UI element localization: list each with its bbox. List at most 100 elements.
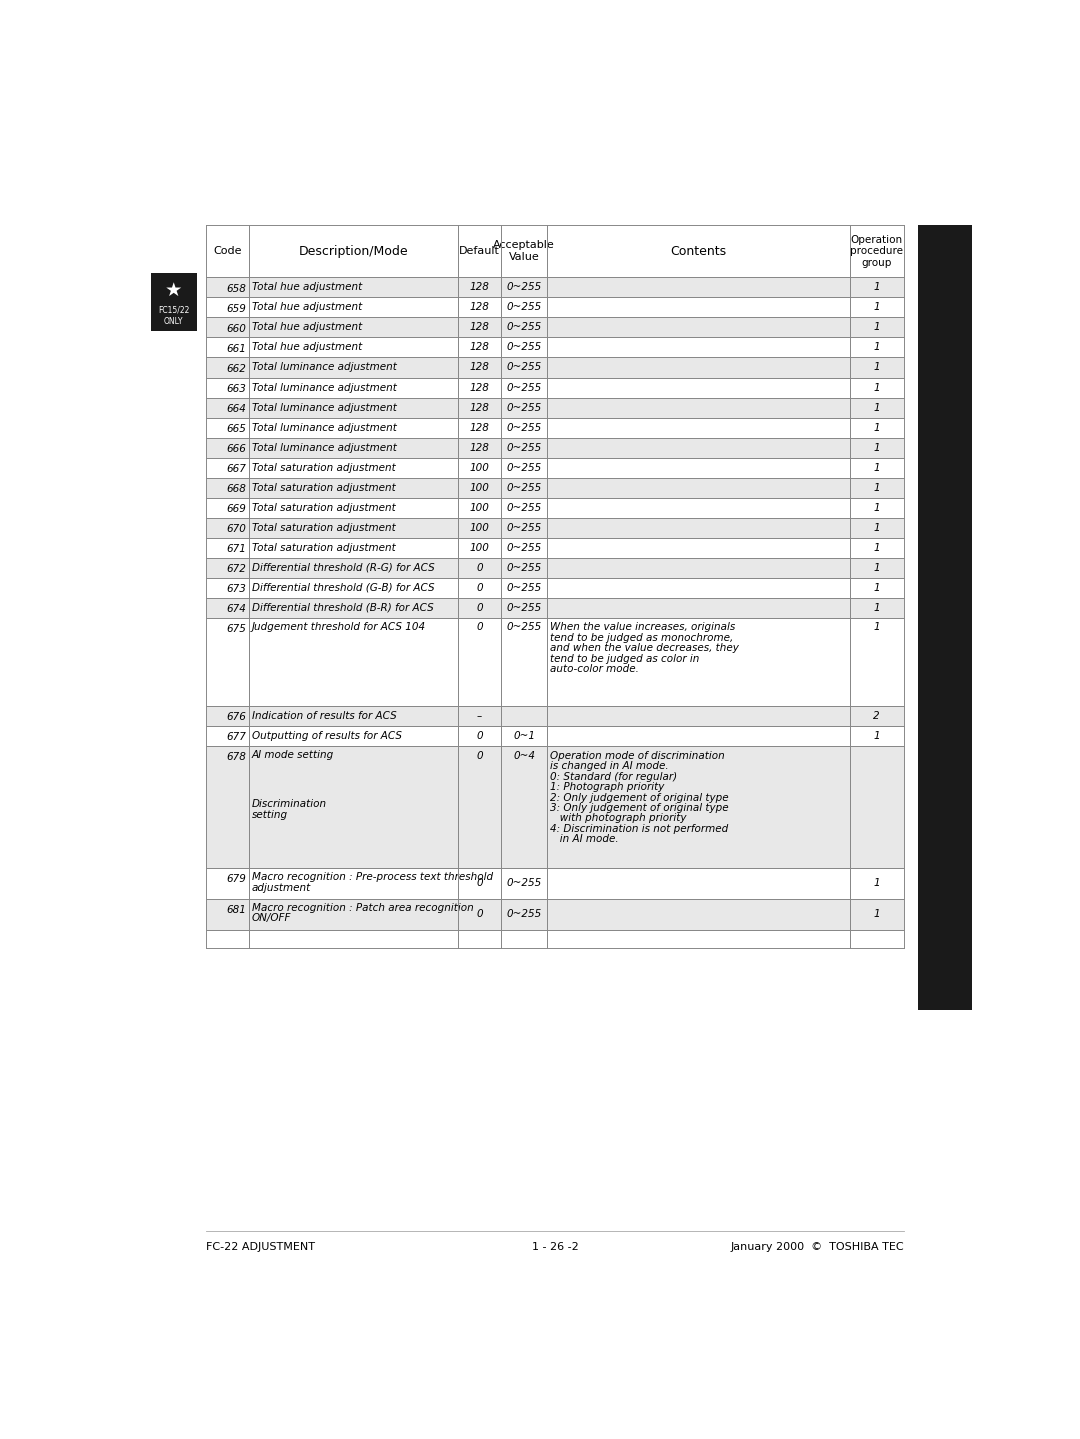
Text: Total luminance adjustment: Total luminance adjustment: [252, 403, 397, 413]
Text: 0: 0: [476, 878, 483, 888]
Text: Total saturation adjustment: Total saturation adjustment: [252, 502, 395, 512]
Text: –: –: [477, 711, 482, 721]
Text: 681: 681: [226, 905, 246, 915]
Text: 0~255: 0~255: [507, 878, 542, 888]
Text: 0~1: 0~1: [513, 731, 535, 741]
Text: 677: 677: [226, 732, 246, 743]
Text: 0~255: 0~255: [507, 462, 542, 472]
Text: 128: 128: [470, 423, 489, 433]
Text: 0~255: 0~255: [507, 603, 542, 613]
Bar: [206, 707, 904, 727]
Text: Contents: Contents: [671, 245, 727, 258]
Text: FC-22 ADJUSTMENT: FC-22 ADJUSTMENT: [206, 1242, 315, 1252]
Bar: [206, 478, 904, 498]
Text: 0~255: 0~255: [507, 383, 542, 393]
Text: Outputting of results for ACS: Outputting of results for ACS: [252, 731, 402, 741]
Text: Total hue adjustment: Total hue adjustment: [252, 342, 362, 353]
Text: Indication of results for ACS: Indication of results for ACS: [252, 711, 396, 721]
Text: 0: Standard (for regular): 0: Standard (for regular): [551, 771, 677, 781]
Bar: [206, 417, 904, 437]
Bar: [918, 224, 972, 1010]
Text: Total saturation adjustment: Total saturation adjustment: [252, 522, 395, 532]
Text: 0~255: 0~255: [507, 302, 542, 312]
Text: 660: 660: [226, 324, 246, 334]
Text: 1: 1: [874, 282, 880, 292]
Text: 0~255: 0~255: [507, 543, 542, 553]
Text: Total saturation adjustment: Total saturation adjustment: [252, 543, 395, 553]
Text: Macro recognition : Pre-process text threshold: Macro recognition : Pre-process text thr…: [252, 872, 494, 882]
Text: 100: 100: [470, 522, 489, 532]
Text: Total hue adjustment: Total hue adjustment: [252, 322, 362, 332]
Text: 1: 1: [874, 462, 880, 472]
Text: 128: 128: [470, 322, 489, 332]
Text: 676: 676: [226, 712, 246, 722]
Text: 0~255: 0~255: [507, 282, 542, 292]
Text: January 2000  ©  TOSHIBA TEC: January 2000 © TOSHIBA TEC: [730, 1242, 904, 1252]
Bar: [850, 224, 904, 278]
Bar: [206, 377, 904, 397]
Bar: [206, 868, 904, 899]
Bar: [206, 538, 904, 558]
Text: 0~255: 0~255: [507, 583, 542, 593]
Text: 663: 663: [226, 384, 246, 394]
Text: 665: 665: [226, 423, 246, 433]
Text: 100: 100: [470, 462, 489, 472]
Text: Operation
procedure
group: Operation procedure group: [850, 235, 903, 268]
Text: Judgement threshold for ACS 104: Judgement threshold for ACS 104: [252, 622, 427, 632]
Text: 0~255: 0~255: [507, 502, 542, 512]
Text: 0~255: 0~255: [507, 522, 542, 532]
Bar: [501, 224, 548, 278]
Text: Macro recognition : Patch area recognition: Macro recognition : Patch area recogniti…: [252, 902, 474, 912]
Text: Operation mode of discrimination: Operation mode of discrimination: [551, 751, 725, 761]
Text: 128: 128: [470, 342, 489, 353]
Bar: [206, 577, 904, 597]
Text: 128: 128: [470, 383, 489, 393]
Text: 0: 0: [476, 563, 483, 573]
Text: 671: 671: [226, 544, 246, 554]
Text: 100: 100: [470, 482, 489, 492]
Text: 0~255: 0~255: [507, 482, 542, 492]
Text: 1: 1: [874, 423, 880, 433]
Text: 3: Only judgement of original type: 3: Only judgement of original type: [551, 803, 729, 813]
Bar: [206, 224, 248, 278]
Bar: [206, 899, 904, 930]
Text: Total saturation adjustment: Total saturation adjustment: [252, 482, 395, 492]
Text: 661: 661: [226, 344, 246, 354]
Text: Total luminance adjustment: Total luminance adjustment: [252, 383, 397, 393]
Bar: [206, 558, 904, 577]
Text: 672: 672: [226, 564, 246, 574]
Bar: [206, 747, 904, 868]
Text: 673: 673: [226, 584, 246, 594]
Text: When the value increases, originals: When the value increases, originals: [551, 622, 735, 632]
Text: 1: Photograph priority: 1: Photograph priority: [551, 783, 665, 791]
Text: Total luminance adjustment: Total luminance adjustment: [252, 443, 397, 453]
Text: 0: 0: [476, 751, 483, 761]
Text: 1: 1: [874, 502, 880, 512]
Text: is changed in AI mode.: is changed in AI mode.: [551, 761, 669, 771]
Text: 674: 674: [226, 604, 246, 614]
Bar: [206, 617, 904, 707]
Text: 1: 1: [874, 563, 880, 573]
Text: 666: 666: [226, 443, 246, 453]
Text: 1: 1: [874, 443, 880, 453]
Bar: [206, 597, 904, 617]
Text: auto-color mode.: auto-color mode.: [551, 663, 639, 673]
Text: ON/OFF: ON/OFF: [252, 914, 292, 924]
Text: 1: 1: [874, 383, 880, 393]
Text: 675: 675: [226, 625, 246, 635]
Text: ONLY: ONLY: [164, 318, 184, 327]
Text: Differential threshold (B-R) for ACS: Differential threshold (B-R) for ACS: [252, 603, 434, 613]
Text: 0~255: 0~255: [507, 363, 542, 373]
Text: Total hue adjustment: Total hue adjustment: [252, 282, 362, 292]
Text: 128: 128: [470, 363, 489, 373]
Text: 0: 0: [476, 603, 483, 613]
Text: Description/Mode: Description/Mode: [299, 245, 408, 258]
Bar: [206, 518, 904, 538]
Text: 0~255: 0~255: [507, 563, 542, 573]
Text: 1: 1: [874, 909, 880, 920]
Text: 128: 128: [470, 282, 489, 292]
Text: tend to be judged as color in: tend to be judged as color in: [551, 653, 700, 663]
Bar: [206, 318, 904, 338]
Bar: [206, 437, 904, 458]
Bar: [206, 278, 904, 298]
